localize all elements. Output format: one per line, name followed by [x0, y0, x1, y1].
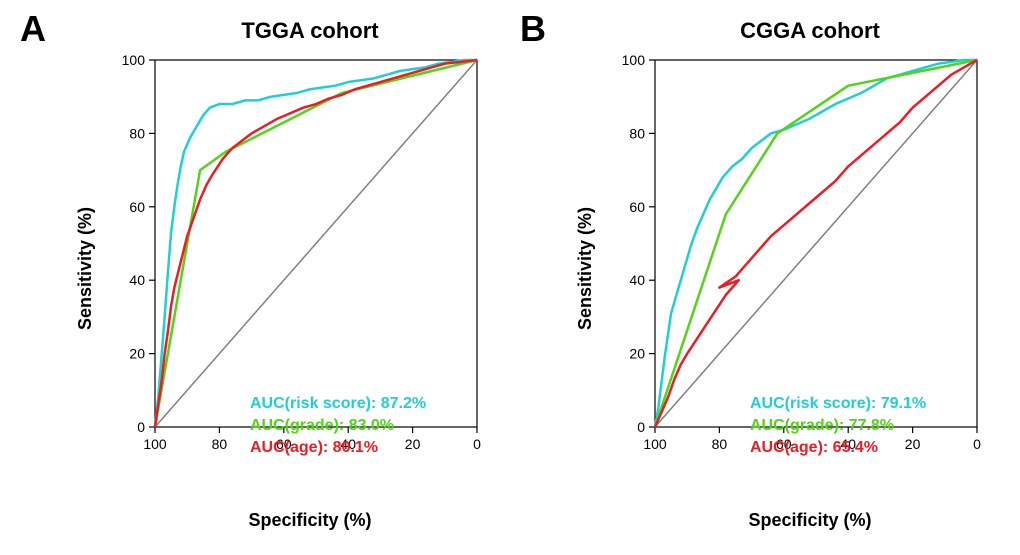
svg-text:100: 100	[143, 436, 167, 452]
legend-entry: AUC(risk score): 87.2%	[250, 395, 426, 413]
svg-text:80: 80	[712, 436, 728, 452]
svg-text:80: 80	[129, 125, 145, 141]
svg-text:60: 60	[129, 199, 145, 215]
panel-a-ylabel: Sensitivity (%)	[75, 207, 96, 330]
svg-text:100: 100	[643, 436, 667, 452]
panel-b-label: B	[520, 8, 546, 50]
svg-text:100: 100	[122, 52, 146, 68]
panel-a-title: TGGA cohort	[110, 18, 510, 44]
panel-b-xlabel: Specificity (%)	[610, 510, 1010, 531]
svg-text:60: 60	[629, 199, 645, 215]
legend-entry: AUC(grade): 77.8%	[750, 417, 894, 435]
svg-text:100: 100	[622, 52, 646, 68]
svg-text:40: 40	[629, 272, 645, 288]
legend-entry: AUC(grade): 83.0%	[250, 417, 394, 435]
svg-text:20: 20	[905, 436, 921, 452]
panel-b-ylabel: Sensitivity (%)	[575, 207, 596, 330]
panel-a-xlabel: Specificity (%)	[110, 510, 510, 531]
legend-entry: AUC(age): 80.1%	[250, 439, 378, 457]
svg-text:80: 80	[629, 125, 645, 141]
svg-text:0: 0	[473, 436, 481, 452]
panel-a-label: A	[20, 8, 46, 50]
figure: A TGGA cohort Sensitivity (%) 100 80 60 40 2…	[0, 0, 1020, 555]
panel-b-title: CGGA cohort	[610, 18, 1010, 44]
svg-text:20: 20	[129, 346, 145, 362]
svg-text:0: 0	[637, 419, 645, 435]
legend-entry: AUC(age): 65.4%	[750, 439, 878, 457]
svg-text:0: 0	[137, 419, 145, 435]
svg-text:20: 20	[405, 436, 421, 452]
svg-text:40: 40	[129, 272, 145, 288]
legend-entry: AUC(risk score): 79.1%	[750, 395, 926, 413]
svg-text:20: 20	[629, 346, 645, 362]
svg-text:80: 80	[212, 436, 228, 452]
svg-text:0: 0	[973, 436, 981, 452]
